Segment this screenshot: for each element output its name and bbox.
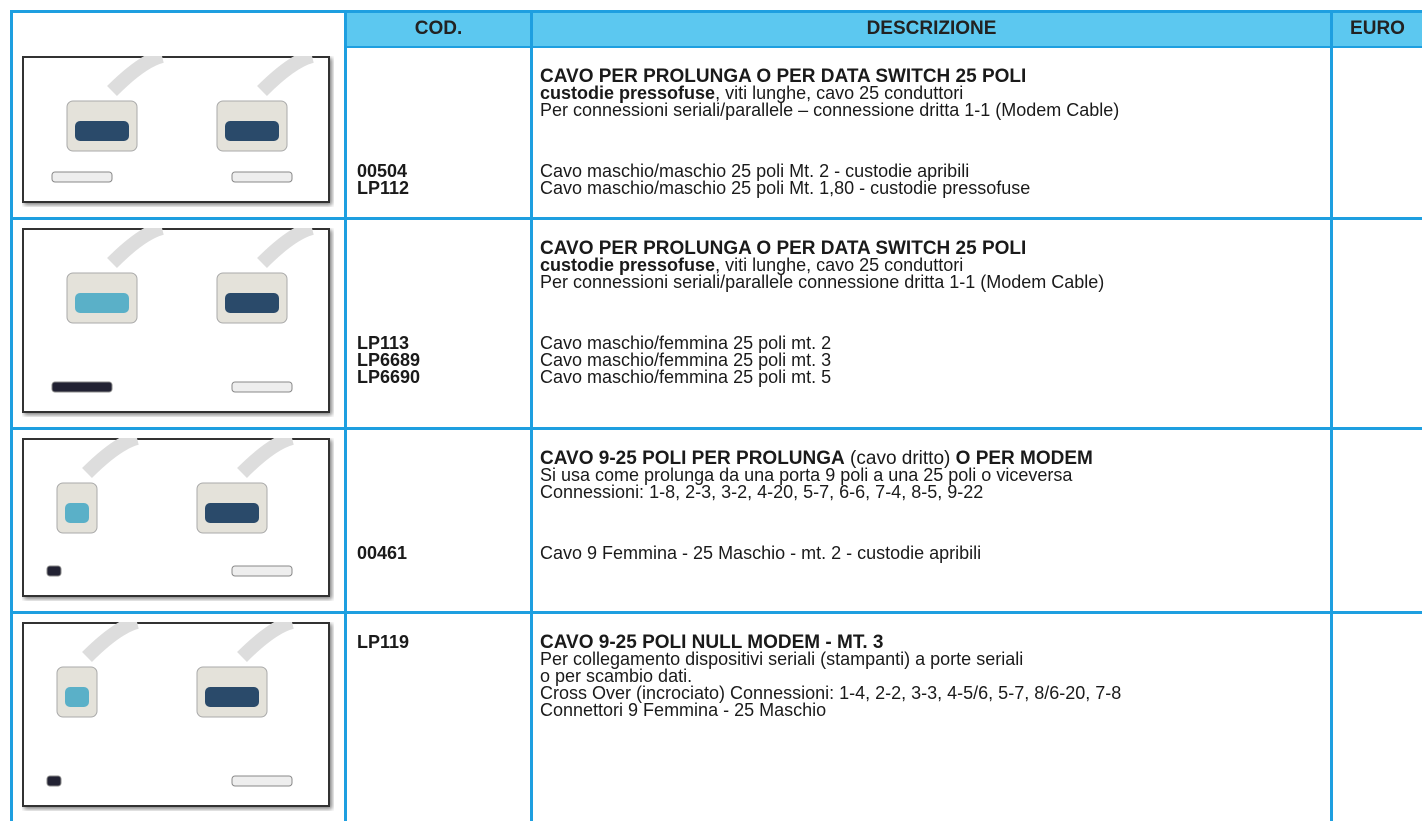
description-line: CAVO PER PROLUNGA O PER DATA SWITCH 25 P… bbox=[540, 238, 1340, 259]
product-description: Cavo maschio/maschio 25 poli Mt. 2 - cus… bbox=[540, 161, 970, 181]
code-cell bbox=[357, 702, 530, 719]
code-cell bbox=[357, 685, 530, 702]
bold-text: CAVO 9-25 POLI PER PROLUNGA bbox=[540, 448, 845, 469]
text: Cross Over (incrociato) Connessioni: 1-4… bbox=[540, 683, 1122, 703]
row-content: CAVO PER PROLUNGA O PER DATA SWITCH 25 P… bbox=[357, 66, 1340, 198]
border-line bbox=[10, 10, 1422, 13]
code-cell bbox=[357, 651, 530, 668]
border-line bbox=[10, 217, 1422, 220]
text: Connessioni: 1-8, 2-3, 3-2, 4-20, 5-7, 6… bbox=[540, 482, 984, 502]
header-cell: EURO bbox=[1333, 12, 1422, 46]
code-cell bbox=[357, 274, 530, 291]
product-code: LP113 bbox=[357, 333, 410, 353]
product-code: 00504 bbox=[357, 161, 408, 181]
border-line bbox=[530, 10, 533, 821]
product-description: Cavo maschio/femmina 25 poli mt. 3 bbox=[540, 350, 832, 370]
bold-text: CAVO PER PROLUNGA O PER DATA SWITCH 25 P… bbox=[540, 238, 1027, 259]
product-code: 00461 bbox=[357, 543, 408, 563]
border-line bbox=[344, 10, 347, 821]
border-line bbox=[10, 427, 1422, 430]
code-cell bbox=[357, 85, 530, 102]
bold-text: O PER MODEM bbox=[955, 448, 1093, 469]
code-cell bbox=[357, 240, 530, 257]
text: (cavo dritto) bbox=[844, 448, 956, 469]
description-line: Cross Over (incrociato) Connessioni: 1-4… bbox=[540, 683, 1340, 703]
table-row: LP119 CAVO 9-25 POLI NULL MODEM - MT. 3 Pe… bbox=[0, 614, 1422, 821]
bold-text: custodie pressofuse bbox=[540, 255, 716, 275]
border-line bbox=[10, 611, 1422, 614]
product-code: LP6689 bbox=[357, 350, 421, 370]
bold-text: CAVO PER PROLUNGA O PER DATA SWITCH 25 P… bbox=[540, 66, 1027, 87]
table-row: CAVO 9-25 POLI PER PROLUNGA (cavo dritto… bbox=[0, 430, 1422, 611]
description-line: custodie pressofuse, viti lunghe, cavo 2… bbox=[540, 255, 1340, 275]
text: Per connessioni seriali/parallele – conn… bbox=[540, 100, 1120, 120]
product-code: LP112 bbox=[357, 178, 410, 198]
product-image bbox=[22, 438, 330, 597]
text: Connettori 9 Femmina - 25 Maschio bbox=[540, 700, 827, 720]
bold-text: custodie pressofuse bbox=[540, 83, 716, 103]
product-image bbox=[22, 622, 330, 807]
description-line: o per scambio dati. bbox=[540, 666, 1340, 686]
text: Per collegamento dispositivi seriali (st… bbox=[540, 649, 1024, 669]
code-cell bbox=[357, 484, 530, 501]
bold-text: CAVO 9-25 POLI NULL MODEM - MT. 3 bbox=[540, 632, 884, 653]
code-cell bbox=[357, 450, 530, 467]
table-row: CAVO PER PROLUNGA O PER DATA SWITCH 25 P… bbox=[0, 48, 1422, 217]
description-line: custodie pressofuse, viti lunghe, cavo 2… bbox=[540, 83, 1340, 103]
text: o per scambio dati. bbox=[540, 666, 693, 686]
table-row: CAVO PER PROLUNGA O PER DATA SWITCH 25 P… bbox=[0, 220, 1422, 427]
header-cell: DESCRIZIONE bbox=[533, 12, 1330, 46]
description-line: Per connessioni seriali/parallele connes… bbox=[540, 272, 1340, 292]
product-image bbox=[22, 56, 330, 203]
code-cell bbox=[357, 668, 530, 685]
row-content: CAVO 9-25 POLI PER PROLUNGA (cavo dritto… bbox=[357, 448, 1340, 563]
text: Per connessioni seriali/parallele connes… bbox=[540, 272, 1105, 292]
description-line: CAVO 9-25 POLI PER PROLUNGA (cavo dritto… bbox=[540, 448, 1340, 469]
product-image bbox=[22, 228, 330, 413]
text: , viti lunghe, cavo 25 conduttori bbox=[715, 255, 964, 275]
product-code: LP6690 bbox=[357, 367, 421, 387]
description-line: Si usa come prolunga da una porta 9 poli… bbox=[540, 465, 1340, 485]
text: , viti lunghe, cavo 25 conduttori bbox=[715, 83, 964, 103]
code-cell bbox=[357, 467, 530, 484]
code-cell bbox=[357, 257, 530, 274]
row-content: LP119 CAVO 9-25 POLI NULL MODEM - MT. 3 Pe… bbox=[357, 632, 1340, 720]
border-line bbox=[344, 46, 1422, 48]
product-description: Cavo 9 Femmina - 25 Maschio - mt. 2 - cu… bbox=[540, 543, 982, 563]
header-cell: COD. bbox=[347, 12, 530, 46]
border-line bbox=[1330, 10, 1333, 821]
row-content: CAVO PER PROLUNGA O PER DATA SWITCH 25 P… bbox=[357, 238, 1340, 387]
description-line: Connettori 9 Femmina - 25 Maschio bbox=[540, 700, 1340, 720]
product-description: Cavo maschio/maschio 25 poli Mt. 1,80 - … bbox=[540, 178, 1031, 198]
code-cell bbox=[357, 68, 530, 85]
description-line: Connessioni: 1-8, 2-3, 3-2, 4-20, 5-7, 6… bbox=[540, 482, 1340, 502]
description-line: CAVO PER PROLUNGA O PER DATA SWITCH 25 P… bbox=[540, 66, 1340, 87]
product-description: Cavo maschio/femmina 25 poli mt. 5 bbox=[540, 367, 832, 387]
description-line: CAVO 9-25 POLI NULL MODEM - MT. 3 bbox=[540, 632, 1340, 653]
text: Si usa come prolunga da una porta 9 poli… bbox=[540, 465, 1073, 485]
code-cell: LP119 bbox=[357, 632, 410, 652]
description-line: Per collegamento dispositivi seriali (st… bbox=[540, 649, 1340, 669]
code-cell bbox=[357, 102, 530, 119]
border-line bbox=[10, 10, 13, 821]
description-line: Per connessioni seriali/parallele – conn… bbox=[540, 100, 1340, 120]
product-description: Cavo maschio/femmina 25 poli mt. 2 bbox=[540, 333, 832, 353]
